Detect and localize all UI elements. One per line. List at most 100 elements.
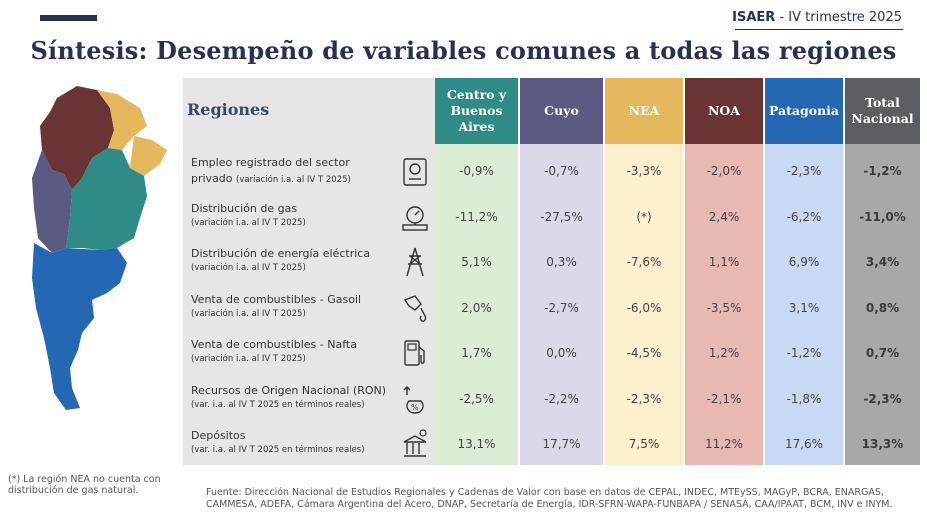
table-cell: 2,0% [435,286,518,329]
column-header-2: NEA [605,78,683,144]
column-header-5: Total Nacional [845,78,920,144]
brand-underline [735,29,903,30]
row-subtitle: (variación i.a. al IV T 2025) [191,308,306,319]
table-icon-header [395,78,435,144]
footnote: (*) La región NEA no cuenta con distribu… [8,474,161,496]
table-cell: -1,2% [845,150,920,192]
table-cell: 11,2% [685,423,763,465]
table-cell: -6,2% [765,195,843,238]
table-cell: -2,5% [435,377,518,420]
table-cell: -7,6% [605,241,683,283]
power-tower-icon [395,241,435,283]
table-row: Distribución de energía eléctrica (variac… [183,241,920,283]
fuel-nozzle-icon [395,286,435,329]
regions-heading: Regiones [187,100,270,119]
table-cell: 17,7% [520,423,603,465]
row-label: Recursos de Origen Nacional (RON) (var. i… [183,377,395,420]
table-row: Depósitos (var. i.a. al IV T 2025 en térm… [183,423,920,465]
column-header-0: Centro y Buenos Aires [435,78,518,144]
row-label: Depósitos (var. i.a. al IV T 2025 en térm… [183,423,395,465]
map-region-centro [66,148,147,250]
table-cell: -11,0% [845,195,920,238]
table-cell: -0,7% [520,150,603,192]
summary-table: Regiones Centro y Buenos Aires Cuyo NEA NOA… [183,78,920,465]
map-region-patagonia [32,243,127,410]
table-cell: 0,8% [845,286,920,329]
table-corner-header: Regiones [183,78,435,144]
table-cell: 2,4% [685,195,763,238]
table-cell: -0,9% [435,150,518,192]
svg-text:%: % [411,403,419,412]
table-cell: -2,3% [845,377,920,420]
table-cell: -1,2% [765,332,843,374]
table-cell: -6,0% [605,286,683,329]
money-percent-icon: % [395,377,435,420]
table-row: Venta de combustibles - Nafta (variación … [183,332,920,374]
brand-separator: - [775,10,789,25]
table-cell: -2,1% [685,377,763,420]
row-subtitle: (variación i.a. al IV T 2025) [191,354,306,364]
row-title-cont: privado (variación i.a. al IV T 2025) [191,172,351,185]
gas-valve-icon [395,195,435,238]
table-cell: 0,3% [520,241,603,283]
table-cell: -4,5% [605,332,683,374]
table-cell: 0,7% [845,332,920,374]
table-cell: (*) [605,195,683,238]
table-cell: 3,4% [845,241,920,283]
row-label: Empleo registrado del sector privado (var… [183,150,395,192]
row-title: Empleo registrado del sector [191,156,350,169]
table-cell: 1,7% [435,332,518,374]
table-cell: -3,5% [685,286,763,329]
row-subtitle: (var. i.a. al IV T 2025 en términos real… [191,445,365,455]
table-cell: 17,6% [765,423,843,465]
row-title: Venta de combustibles - Nafta [191,338,357,351]
table-cell: -27,5% [520,195,603,238]
row-title: Distribución de gas [191,201,298,215]
table-cell: -2,2% [520,377,603,420]
row-label: Distribución de gas (variación i.a. al IV… [183,195,395,238]
brand-name: ISAER [732,10,776,25]
table-cell: -2,3% [605,377,683,420]
row-label: Distribución de energía eléctrica (variac… [183,241,395,283]
row-title: Venta de combustibles - Gasoil [191,292,362,306]
column-header-3: NOA [685,78,763,144]
table-cell: 1,1% [685,241,763,283]
table-cell: 1,2% [685,332,763,374]
fuel-pump-icon [395,332,435,374]
row-title: Depósitos [191,429,246,442]
row-title: Distribución de energía eléctrica [191,247,371,260]
table-cell: -2,0% [685,150,763,192]
row-subtitle: (variación i.a. al IV T 2025) [191,263,306,273]
bank-deposit-icon [395,423,435,465]
row-label: Venta de combustibles - Nafta (variación … [183,332,395,374]
header-accent-bar [40,15,97,21]
row-subtitle: (variación i.a. al IV T 2025) [191,217,306,228]
table-cell: 7,5% [605,423,683,465]
table-cell: -11,2% [435,195,518,238]
table-row: Venta de combustibles - Gasoil (variación… [183,286,920,329]
source-note: Fuente: Dirección Nacional de Estudios R… [206,487,893,510]
table-cell: 3,1% [765,286,843,329]
table-row: Distribución de gas (variación i.a. al IV… [183,195,920,238]
table-cell: -1,8% [765,377,843,420]
report-brand: ISAER - IV trimestre 2025 [732,10,902,25]
column-header-4: Patagonia [765,78,843,144]
table-cell: 6,9% [765,241,843,283]
table-cell: 13,3% [845,423,920,465]
column-header-1: Cuyo [520,78,603,144]
table-cell: -2,7% [520,286,603,329]
table-cell: -2,3% [765,150,843,192]
report-period: IV trimestre 2025 [788,10,902,25]
table-cell: 0,0% [520,332,603,374]
table-row: Recursos de Origen Nacional (RON) (var. i… [183,377,920,420]
map-region-cuyo [32,150,72,253]
table-cell: 5,1% [435,241,518,283]
table-cell: -3,3% [605,150,683,192]
map-region-nea [97,90,167,176]
table-row: Empleo registrado del sector privado (var… [183,150,920,192]
row-subtitle: (var. i.a. al IV T 2025 en términos real… [191,399,365,410]
argentina-regions-map-icon [32,86,167,410]
row-label: Venta de combustibles - Gasoil (variación… [183,286,395,329]
row-title: Recursos de Origen Nacional (RON) [191,383,387,397]
map-region-noa [40,86,114,190]
